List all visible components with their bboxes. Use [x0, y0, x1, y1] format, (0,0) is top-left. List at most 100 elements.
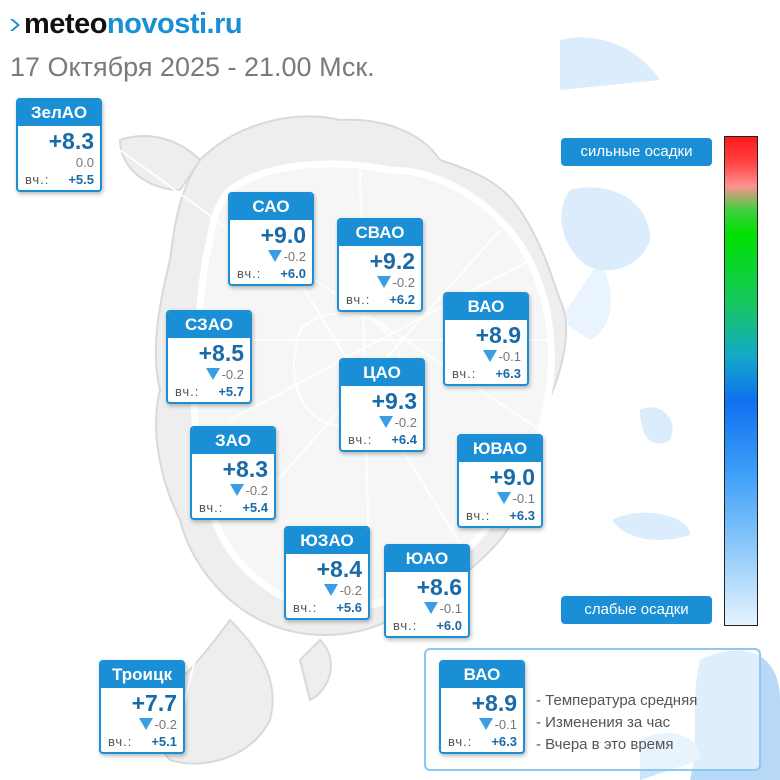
card-yesterday-value: +6.0	[280, 266, 306, 281]
logo-text: meteonovosti.ru	[24, 6, 243, 42]
card-change-value: -0.2	[154, 717, 177, 732]
card-hourly-change: -0.2	[229, 483, 268, 499]
card-yesterday-value: +6.3	[509, 508, 535, 523]
down-arrow-icon	[323, 584, 338, 596]
district-card-sao[interactable]: САО +9.0 -0.2 вч.: +6.0	[228, 192, 314, 286]
card-temperature: +9.2	[369, 248, 415, 274]
card-change-value: -0.2	[221, 367, 244, 382]
district-card-cao[interactable]: ЦАО +9.3 -0.2 вч.: +6.4	[339, 358, 425, 452]
card-hourly-change: -0.2	[205, 367, 244, 383]
down-arrow-icon	[138, 718, 153, 730]
forecast-datetime: 17 Октября 2025 - 21.00 Мск.	[10, 52, 375, 82]
district-card-yuvao[interactable]: ЮВАО +9.0 -0.1 вч.: +6.3	[457, 434, 543, 528]
card-hourly-change: -0.2	[376, 275, 415, 291]
card-district-name: ВАО	[445, 294, 527, 320]
card-district-name: СЗАО	[168, 312, 250, 338]
card-change-value: -0.2	[339, 583, 362, 598]
card-change-value: -0.2	[392, 275, 415, 290]
card-change-value: -0.1	[494, 717, 517, 732]
district-card-zelao[interactable]: ЗелАО +8.3 0.0 вч.: +5.5	[16, 98, 102, 192]
card-district-name: ЗелАО	[18, 100, 100, 126]
logo-arrow-icon	[10, 19, 20, 31]
card-temperature: +9.0	[260, 222, 306, 248]
card-district-name: ЗАО	[192, 428, 274, 454]
down-arrow-icon	[205, 368, 220, 380]
card-yesterday-value: +6.3	[491, 734, 517, 749]
district-card-troick[interactable]: Троицк +7.7 -0.2 вч.: +5.1	[99, 660, 185, 754]
card-district-name: ЮВАО	[459, 436, 541, 462]
card-hourly-change: -0.1	[496, 491, 535, 507]
card-yesterday: вч.: +5.5	[25, 172, 94, 188]
card-hourly-change: -0.1	[423, 601, 462, 617]
card-yesterday-value: +6.4	[391, 432, 417, 447]
card-temperature: +8.9	[471, 690, 517, 716]
card-hourly-change: 0.0	[76, 155, 94, 171]
card-temperature: +8.5	[198, 340, 244, 366]
down-arrow-icon	[482, 350, 497, 362]
card-yesterday-label: вч.:	[466, 508, 491, 523]
legend-sample-card: ВАО +8.9 -0.1 вч.: +6.3	[439, 660, 525, 754]
card-district-name: СВАО	[339, 220, 421, 246]
card-change-value: -0.1	[512, 491, 535, 506]
card-yesterday-value: +5.7	[218, 384, 244, 399]
card-change-value: -0.2	[394, 415, 417, 430]
card-hourly-change: -0.2	[267, 249, 306, 265]
down-arrow-icon	[423, 602, 438, 614]
card-yesterday: вч.: +6.2	[346, 292, 415, 308]
card-yesterday-label: вч.:	[237, 266, 262, 281]
card-yesterday-value: +6.2	[389, 292, 415, 307]
district-card-svao[interactable]: СВАО +9.2 -0.2 вч.: +6.2	[337, 218, 423, 312]
legend-line-yesterday: - Вчера в это время	[536, 736, 674, 753]
legend-descriptions: - Температура средняя - Изменения за час…	[536, 690, 697, 756]
district-card-szao[interactable]: СЗАО +8.5 -0.2 вч.: +5.7	[166, 310, 252, 404]
card-hourly-change: -0.2	[323, 583, 362, 599]
precip-scale-bottom-label: слабые осадки	[561, 596, 712, 624]
down-arrow-icon	[229, 484, 244, 496]
card-hourly-change: -0.1	[482, 349, 521, 365]
card-district-name: ЮЗАО	[286, 528, 368, 554]
card-hourly-change: -0.1	[478, 717, 517, 733]
card-yesterday-label: вч.:	[25, 172, 50, 187]
card-yesterday: вч.: +5.7	[175, 384, 244, 400]
card-yesterday-value: +5.5	[68, 172, 94, 187]
card-yesterday: вч.: +6.4	[348, 432, 417, 448]
card-yesterday: вч.: +6.0	[237, 266, 306, 282]
district-card-yuzao[interactable]: ЮЗАО +8.4 -0.2 вч.: +5.6	[284, 526, 370, 620]
card-temperature: +8.4	[316, 556, 362, 582]
down-arrow-icon	[376, 276, 391, 288]
card-temperature: +8.6	[416, 574, 462, 600]
card-yesterday-label: вч.:	[293, 600, 318, 615]
district-card-zao[interactable]: ЗАО +8.3 -0.2 вч.: +5.4	[190, 426, 276, 520]
card-temperature: +9.3	[371, 388, 417, 414]
card-yesterday-label: вч.:	[108, 734, 133, 749]
district-card-vao[interactable]: ВАО +8.9 -0.1 вч.: +6.3	[443, 292, 529, 386]
down-arrow-icon	[496, 492, 511, 504]
card-district-name: ЦАО	[341, 360, 423, 386]
card-yesterday-label: вч.:	[199, 500, 224, 515]
logo-text-part2: novosti.ru	[106, 8, 243, 40]
card-district-name: Троицк	[101, 662, 183, 688]
card-change-value: -0.2	[283, 249, 306, 264]
district-card-yuao[interactable]: ЮАО +8.6 -0.1 вч.: +6.0	[384, 544, 470, 638]
card-yesterday-label: вч.:	[393, 618, 418, 633]
card-yesterday-label: вч.:	[175, 384, 200, 399]
card-yesterday: вч.: +6.3	[466, 508, 535, 524]
card-change-value: 0.0	[75, 155, 94, 170]
legend-line-temperature: - Температура средняя	[536, 692, 698, 709]
card-change-value: -0.1	[498, 349, 521, 364]
down-arrow-icon	[378, 416, 393, 428]
card-hourly-change: -0.2	[378, 415, 417, 431]
card-yesterday-value: +6.0	[436, 618, 462, 633]
site-logo[interactable]: meteonovosti.ru	[10, 6, 243, 42]
down-arrow-icon	[267, 250, 282, 262]
legend-line-hourly-change: - Изменения за час	[536, 714, 671, 731]
card-yesterday: вч.: +6.3	[448, 734, 517, 750]
card-district-name: ВАО	[441, 662, 523, 688]
card-change-value: -0.1	[439, 601, 462, 616]
precip-scale-top-label: сильные осадки	[561, 138, 712, 166]
card-change-value: -0.2	[245, 483, 268, 498]
card-yesterday: вч.: +6.3	[452, 366, 521, 382]
card-yesterday-label: вч.:	[348, 432, 373, 447]
card-yesterday-label: вч.:	[346, 292, 371, 307]
card-yesterday-value: +5.6	[336, 600, 362, 615]
